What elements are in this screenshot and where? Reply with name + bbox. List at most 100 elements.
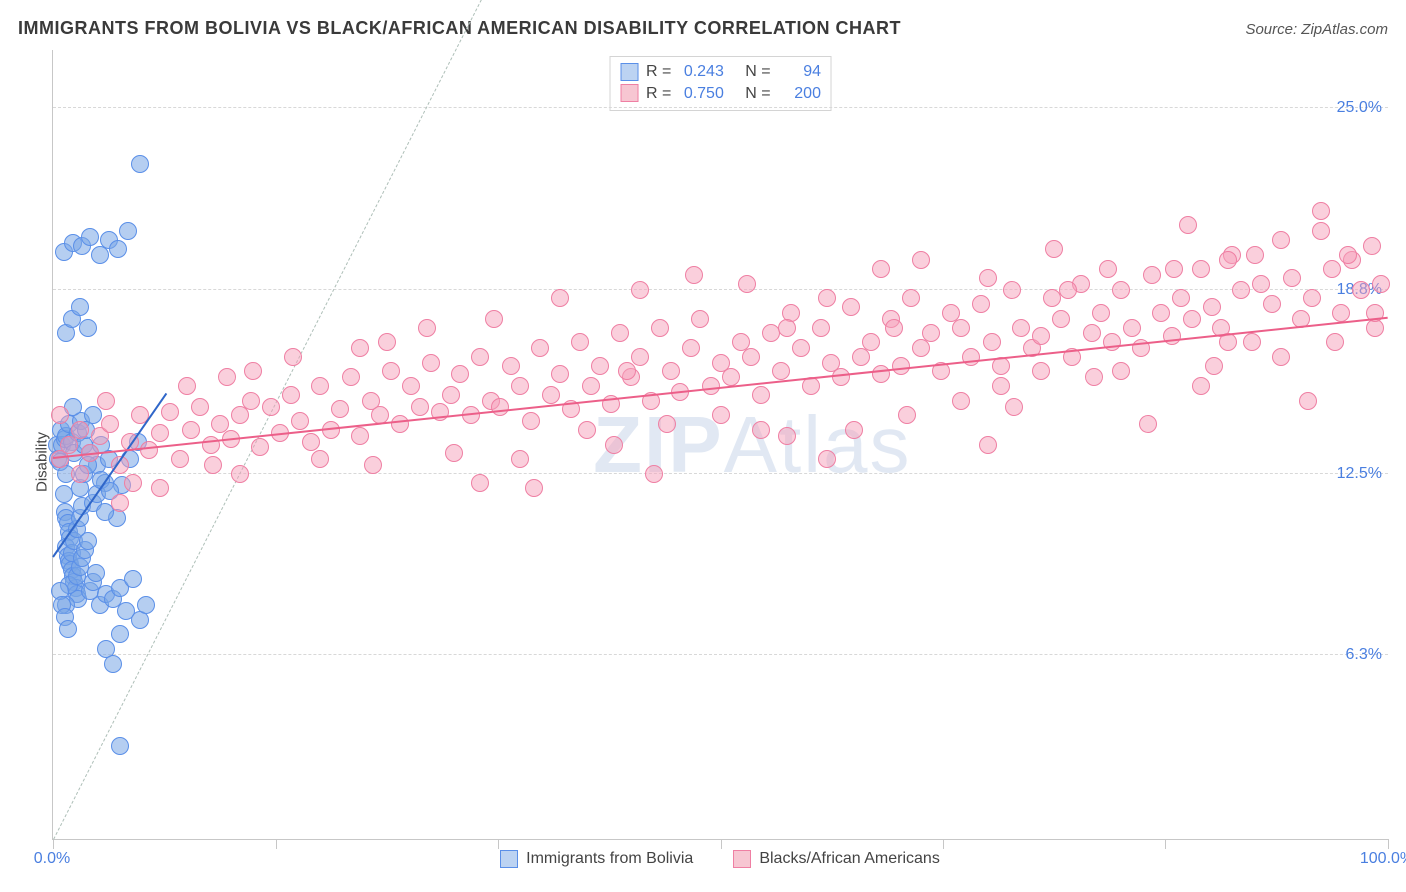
scatter-point <box>1272 231 1290 249</box>
legend-label: Immigrants from Bolivia <box>526 850 693 868</box>
x-tick <box>1388 839 1389 849</box>
scatter-point <box>1232 281 1250 299</box>
scatter-point <box>862 333 880 351</box>
scatter-point <box>1172 289 1190 307</box>
stat-n-label: N = <box>732 83 775 105</box>
scatter-point <box>1032 362 1050 380</box>
scatter-point <box>611 324 629 342</box>
scatter-point <box>645 465 663 483</box>
scatter-point <box>79 532 97 550</box>
scatter-point <box>231 465 249 483</box>
scatter-point <box>502 357 520 375</box>
scatter-point <box>262 398 280 416</box>
scatter-point <box>912 251 930 269</box>
scatter-point <box>151 479 169 497</box>
scatter-point <box>1272 348 1290 366</box>
scatter-point <box>979 269 997 287</box>
scatter-point <box>284 348 302 366</box>
scatter-point <box>411 398 429 416</box>
trend-line <box>53 317 1388 459</box>
scatter-point <box>578 421 596 439</box>
scatter-point <box>302 433 320 451</box>
scatter-point <box>402 377 420 395</box>
scatter-point <box>1312 222 1330 240</box>
scatter-point <box>251 438 269 456</box>
gridline-h <box>53 473 1388 474</box>
scatter-point <box>161 403 179 421</box>
scatter-point <box>1005 398 1023 416</box>
scatter-point <box>1112 362 1130 380</box>
stat-r-label: R = <box>646 83 676 105</box>
scatter-point <box>342 368 360 386</box>
chart-source: Source: ZipAtlas.com <box>1245 21 1388 38</box>
scatter-point <box>218 368 236 386</box>
scatter-point <box>1012 319 1030 337</box>
scatter-point <box>542 386 560 404</box>
scatter-point <box>1179 216 1197 234</box>
scatter-point <box>1143 266 1161 284</box>
scatter-point <box>582 377 600 395</box>
scatter-point <box>71 465 89 483</box>
scatter-point <box>1165 260 1183 278</box>
scatter-point <box>97 392 115 410</box>
scatter-point <box>71 298 89 316</box>
scatter-point <box>471 474 489 492</box>
scatter-point <box>738 275 756 293</box>
scatter-point <box>87 564 105 582</box>
scatter-point <box>442 386 460 404</box>
scatter-point <box>451 365 469 383</box>
scatter-point <box>282 386 300 404</box>
scatter-point <box>712 406 730 424</box>
scatter-point <box>571 333 589 351</box>
scatter-point <box>422 354 440 372</box>
scatter-point <box>1152 304 1170 322</box>
scatter-point <box>1332 304 1350 322</box>
watermark: ZIPAtlas <box>593 399 911 491</box>
scatter-point <box>311 377 329 395</box>
scatter-point <box>485 310 503 328</box>
scatter-point <box>1059 281 1077 299</box>
scatter-point <box>119 222 137 240</box>
scatter-point <box>992 377 1010 395</box>
scatter-point <box>685 266 703 284</box>
scatter-point <box>845 421 863 439</box>
scatter-point <box>1112 281 1130 299</box>
scatter-point <box>171 450 189 468</box>
legend-item: Blacks/African Americans <box>733 850 940 868</box>
scatter-point <box>842 298 860 316</box>
scatter-point <box>1052 310 1070 328</box>
scatter-point <box>491 398 509 416</box>
scatter-point <box>618 362 636 380</box>
scatter-point <box>1372 275 1390 293</box>
scatter-point <box>111 494 129 512</box>
scatter-point <box>531 339 549 357</box>
scatter-point <box>772 362 790 380</box>
scatter-point <box>51 406 69 424</box>
scatter-point <box>872 365 890 383</box>
scatter-point <box>124 570 142 588</box>
scatter-point <box>662 362 680 380</box>
chart-title: IMMIGRANTS FROM BOLIVIA VS BLACK/AFRICAN… <box>18 18 901 39</box>
scatter-point <box>1243 333 1261 351</box>
scatter-point <box>351 339 369 357</box>
scatter-point <box>124 474 142 492</box>
scatter-point <box>101 415 119 433</box>
scatter-point <box>591 357 609 375</box>
scatter-point <box>378 333 396 351</box>
scatter-point <box>1043 289 1061 307</box>
scatter-point <box>111 625 129 643</box>
scatter-point <box>1083 324 1101 342</box>
scatter-point <box>242 392 260 410</box>
scatter-point <box>1283 269 1301 287</box>
scatter-point <box>391 415 409 433</box>
stats-row: R = 0.243 N = 94 <box>620 61 821 83</box>
stat-r-value: 0.750 <box>684 83 724 105</box>
bottom-legend: Immigrants from Bolivia Blacks/African Am… <box>52 844 1388 874</box>
scatter-point <box>109 240 127 258</box>
stat-r-value: 0.243 <box>684 61 724 83</box>
gridline-h <box>53 107 1388 108</box>
scatter-point <box>1099 260 1117 278</box>
scatter-point <box>902 289 920 307</box>
scatter-point <box>1103 333 1121 351</box>
scatter-point <box>104 655 122 673</box>
